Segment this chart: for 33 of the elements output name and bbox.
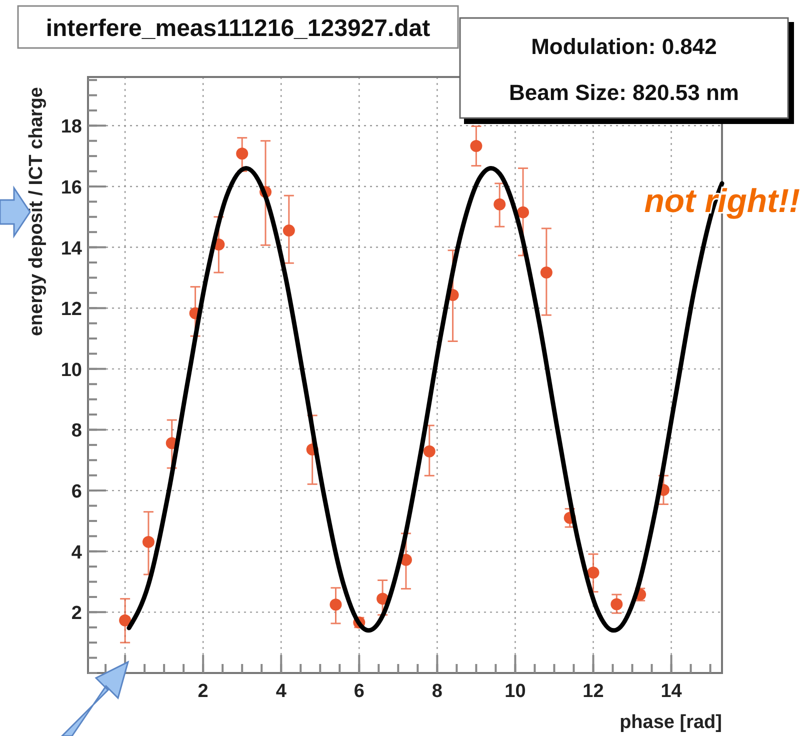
- point: [517, 206, 530, 218]
- y-tick-label: 18: [60, 116, 82, 138]
- point: [236, 148, 248, 160]
- x-tick-label: 2: [198, 681, 208, 702]
- point: [540, 266, 552, 279]
- y-tick-label: 2: [71, 603, 82, 624]
- x-tick-label: 6: [354, 681, 364, 702]
- x-tick-label: 10: [504, 681, 526, 702]
- y-tick-label: 12: [60, 299, 82, 320]
- y-tick-label: 14: [60, 238, 82, 260]
- point: [330, 598, 342, 611]
- x-tick-label: 8: [432, 681, 442, 702]
- y-axis-title: energy deposit / ICT charge: [26, 87, 47, 336]
- x-tick-label: 12: [582, 681, 604, 702]
- y-tick-label: 8: [71, 420, 82, 442]
- point: [282, 224, 295, 237]
- chart-title: interfere_meas111216_123927.dat: [46, 15, 430, 42]
- point: [610, 598, 623, 610]
- point: [423, 445, 436, 458]
- y-tick-label: 6: [71, 482, 82, 503]
- text: Modulation: 0.842: [531, 34, 717, 59]
- point: [119, 614, 132, 626]
- annotation: Beam Size: 820.53 nm: [509, 80, 739, 105]
- point: [470, 140, 482, 152]
- x-axis-title: phase [rad]: [620, 712, 722, 733]
- point: [587, 566, 600, 579]
- y-tick-label: 10: [60, 360, 82, 381]
- point: [494, 198, 506, 210]
- y-tick-label: 16: [60, 177, 82, 198]
- y-tick-label: 4: [71, 542, 82, 564]
- x-tick-label: 14: [660, 681, 682, 702]
- x-tick-label: 4: [276, 681, 287, 702]
- point: [142, 536, 154, 548]
